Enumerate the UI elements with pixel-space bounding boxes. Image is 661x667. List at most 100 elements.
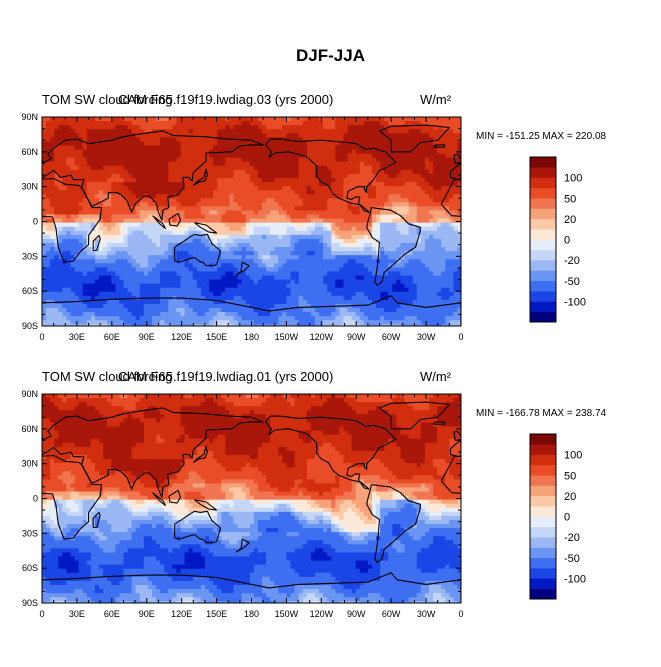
colorbar-label: 50 [564, 193, 576, 205]
y-tick-label: 60S [22, 286, 38, 296]
map-panel-1: TOM SW cloud forcing CAM F65.f19f19.lwdi… [0, 90, 661, 390]
colorbar-swatch [530, 198, 556, 209]
x-tick-label: 60E [104, 609, 120, 619]
x-tick-label: 150E [206, 332, 227, 342]
colorbar-swatch [530, 250, 556, 261]
coastline-antarctica [461, 573, 661, 603]
colorbar-swatch [530, 527, 556, 538]
x-tick-label: 0 [458, 609, 463, 619]
colorbar-swatch [530, 465, 556, 476]
colorbar-label: 20 [564, 214, 576, 226]
colorbar-swatch [530, 558, 556, 569]
colorbar-label: 20 [564, 491, 576, 503]
x-tick-label: 30E [69, 609, 85, 619]
colorbar [530, 157, 556, 322]
coastline-australia [594, 234, 639, 265]
colorbar-swatch [530, 260, 556, 271]
x-tick-label: 150W [275, 332, 299, 342]
colorbar-swatch [530, 434, 556, 445]
colorbar-swatch [530, 486, 556, 497]
main-title: DJF-JJA [0, 46, 661, 66]
x-tick-label: 0 [39, 609, 44, 619]
colorbar-swatch [530, 578, 556, 589]
colorbar-label: -20 [564, 532, 580, 544]
colorbar-swatch [530, 589, 556, 600]
colorbar [530, 434, 556, 599]
x-tick-label: 120E [171, 332, 192, 342]
colorbar-swatch [530, 229, 556, 240]
colorbar-swatch [530, 312, 556, 323]
coastline-japan [612, 169, 626, 185]
colorbar-label: 100 [564, 173, 582, 185]
x-tick-label: 60W [382, 609, 401, 619]
colorbar-swatch [530, 537, 556, 548]
x-tick-label: 120E [171, 609, 192, 619]
x-tick-label: 90E [139, 332, 155, 342]
y-tick-label: 30S [22, 251, 38, 261]
y-tick-label: 60N [21, 147, 38, 157]
colorbar-label: -100 [564, 573, 586, 585]
x-tick-label: 60W [382, 332, 401, 342]
colorbar-label: -50 [564, 553, 580, 565]
x-tick-label: 60E [104, 332, 120, 342]
coastline-antarctica [461, 296, 661, 326]
coastline-madagascar [512, 512, 519, 527]
field-raster [42, 117, 462, 329]
colorbar-label: -20 [564, 255, 580, 267]
x-tick-label: 0 [458, 332, 463, 342]
colorbar-swatch [530, 157, 556, 168]
y-tick-label: 90S [22, 321, 38, 331]
colorbar-label: -50 [564, 276, 580, 288]
y-tick-label: 90S [22, 598, 38, 608]
coastline-nz [655, 262, 661, 275]
x-tick-label: 30E [69, 332, 85, 342]
x-tick-label: 90W [347, 609, 366, 619]
colorbar-swatch [530, 475, 556, 486]
x-tick-label: 150E [206, 609, 227, 619]
colorbar-label: 0 [564, 235, 570, 247]
colorbar-swatch [530, 568, 556, 579]
coastline-australia [594, 511, 639, 542]
colorbar-swatch [530, 219, 556, 230]
x-tick-label: 0 [39, 332, 44, 342]
y-tick-label: 60N [21, 424, 38, 434]
colorbar-swatch [530, 281, 556, 292]
x-tick-label: 90W [347, 332, 366, 342]
coastline-borneo [588, 213, 600, 226]
colorbar-swatch [530, 301, 556, 312]
colorbar-swatch [530, 291, 556, 302]
colorbar-swatch [530, 167, 556, 178]
y-tick-label: 0 [33, 217, 38, 227]
x-tick-label: 180 [244, 609, 259, 619]
y-tick-label: 90N [21, 112, 38, 122]
x-tick-label: 30W [417, 609, 436, 619]
colorbar-swatch [530, 270, 556, 281]
coastline-japan [612, 446, 626, 462]
colorbar-swatch [530, 240, 556, 251]
x-tick-label: 150W [275, 609, 299, 619]
y-tick-label: 30S [22, 528, 38, 538]
y-tick-label: 0 [33, 494, 38, 504]
colorbar-label: 0 [564, 512, 570, 524]
map-panel-2: TOM SW cloud forcing CAM F65.f19f19.lwdi… [0, 367, 661, 667]
colorbar-label: 50 [564, 470, 576, 482]
colorbar-swatch [530, 444, 556, 455]
coastline-nz [655, 539, 661, 552]
x-tick-label: 120W [310, 332, 334, 342]
colorbar-swatch [530, 517, 556, 528]
colorbar-swatch [530, 209, 556, 220]
coastline-borneo [588, 490, 600, 503]
x-tick-label: 120W [310, 609, 334, 619]
x-tick-label: 30W [417, 332, 436, 342]
y-tick-label: 30N [21, 182, 38, 192]
colorbar-swatch [530, 547, 556, 558]
colorbar-swatch [530, 188, 556, 199]
colorbar-swatch [530, 178, 556, 189]
colorbar-swatch [530, 496, 556, 507]
coastline-newguinea [614, 223, 636, 233]
x-tick-label: 180 [244, 332, 259, 342]
y-tick-label: 90N [21, 389, 38, 399]
colorbar-label: 100 [564, 450, 582, 462]
